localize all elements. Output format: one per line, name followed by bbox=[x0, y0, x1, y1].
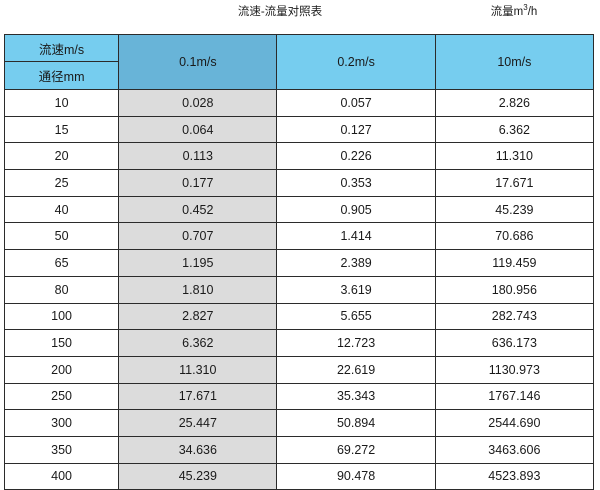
table-row: 10 0.028 0.057 2.826 bbox=[3, 89, 595, 117]
cell-v1: 1.195 bbox=[118, 249, 278, 277]
header-col-0.2ms: 0.2m/s bbox=[276, 34, 436, 90]
table-row: 350 34.636 69.272 3463.606 bbox=[3, 435, 595, 464]
cell-v2: 2.389 bbox=[276, 249, 436, 277]
cell-v2: 3.619 bbox=[276, 275, 436, 304]
cell-dn: 15 bbox=[3, 115, 120, 144]
table-row: 250 17.671 35.343 1767.146 bbox=[3, 382, 595, 411]
table-row: 65 1.195 2.389 119.459 bbox=[3, 249, 595, 277]
table-row: 150 6.362 12.723 636.173 bbox=[3, 329, 595, 357]
unit-title: 流量m3/h bbox=[435, 3, 593, 19]
cell-v2: 0.353 bbox=[276, 169, 436, 197]
cell-dn: 250 bbox=[3, 382, 120, 411]
cell-v1: 11.310 bbox=[118, 355, 278, 384]
cell-dn: 65 bbox=[3, 249, 120, 277]
cell-v3: 1130.973 bbox=[434, 355, 595, 384]
cell-v2: 5.655 bbox=[276, 302, 436, 331]
cell-v1: 6.362 bbox=[118, 329, 278, 357]
cell-dn: 20 bbox=[3, 142, 120, 171]
cell-v1: 45.239 bbox=[118, 462, 278, 490]
cell-v2: 22.619 bbox=[276, 355, 436, 384]
header-velocity-label: 流速m/s bbox=[3, 34, 120, 62]
table-row: 50 0.707 1.414 70.686 bbox=[3, 222, 595, 251]
cell-v1: 0.113 bbox=[118, 142, 278, 171]
cell-dn: 80 bbox=[3, 275, 120, 304]
header-diameter-label: 通径mm bbox=[3, 61, 120, 90]
cell-v3: 17.671 bbox=[434, 169, 595, 197]
cell-v1: 0.177 bbox=[118, 169, 278, 197]
table-row: 25 0.177 0.353 17.671 bbox=[3, 169, 595, 197]
table-row: 20 0.113 0.226 11.310 bbox=[3, 142, 595, 171]
cell-v1: 0.064 bbox=[118, 115, 278, 144]
cell-v3: 636.173 bbox=[434, 329, 595, 357]
cell-v2: 50.894 bbox=[276, 409, 436, 437]
cell-dn: 50 bbox=[3, 222, 120, 251]
page-title: 流速-流量对照表 bbox=[237, 6, 323, 18]
cell-v1: 0.028 bbox=[118, 89, 278, 117]
cell-v2: 0.226 bbox=[276, 142, 436, 171]
cell-v3: 3463.606 bbox=[434, 435, 595, 464]
cell-v3: 45.239 bbox=[434, 195, 595, 224]
table-row: 15 0.064 0.127 6.362 bbox=[3, 115, 595, 144]
header-col-0.1ms: 0.1m/s bbox=[118, 34, 278, 90]
cell-v2: 0.905 bbox=[276, 195, 436, 224]
cell-dn: 10 bbox=[3, 89, 120, 117]
cell-v3: 2.826 bbox=[434, 89, 595, 117]
cell-v1: 34.636 bbox=[118, 435, 278, 464]
cell-v2: 0.127 bbox=[276, 115, 436, 144]
cell-v1: 25.447 bbox=[118, 409, 278, 437]
cell-v3: 180.956 bbox=[434, 275, 595, 304]
cell-v3: 2544.690 bbox=[434, 409, 595, 437]
cell-dn: 100 bbox=[3, 302, 120, 331]
cell-v3: 11.310 bbox=[434, 142, 595, 171]
cell-dn: 40 bbox=[3, 195, 120, 224]
table-row: 300 25.447 50.894 2544.690 bbox=[3, 409, 595, 437]
cell-dn: 150 bbox=[3, 329, 120, 357]
unit-title-prefix: 流量m bbox=[490, 6, 524, 18]
cell-v1: 17.671 bbox=[118, 382, 278, 411]
cell-v2: 0.057 bbox=[276, 89, 436, 117]
cell-v2: 1.414 bbox=[276, 222, 436, 251]
cell-dn: 350 bbox=[3, 435, 120, 464]
cell-v3: 119.459 bbox=[434, 249, 595, 277]
cell-dn: 200 bbox=[3, 355, 120, 384]
table-container: 流速m/s 0.1m/s 0.2m/s 10m/s 通径mm 10 0.028 … bbox=[3, 34, 595, 490]
table-row: 400 45.239 90.478 4523.893 bbox=[3, 462, 595, 490]
table-header-row-bottom: 通径mm bbox=[3, 61, 594, 90]
titles-row: 流速-流量对照表 流量m3/h bbox=[0, 0, 600, 33]
cell-v3: 282.743 bbox=[434, 302, 595, 331]
unit-title-suffix: /h bbox=[527, 6, 538, 18]
cell-dn: 25 bbox=[3, 169, 120, 197]
cell-v1: 0.452 bbox=[118, 195, 278, 224]
cell-v3: 6.362 bbox=[434, 115, 595, 144]
cell-v3: 4523.893 bbox=[434, 462, 595, 490]
cell-v1: 0.707 bbox=[118, 222, 278, 251]
cell-v1: 1.810 bbox=[118, 275, 278, 304]
table-body: 10 0.028 0.057 2.826 15 0.064 0.127 6.36… bbox=[3, 89, 595, 490]
table-row: 200 11.310 22.619 1130.973 bbox=[3, 355, 595, 384]
cell-v3: 1767.146 bbox=[434, 382, 595, 411]
cell-dn: 300 bbox=[3, 409, 120, 437]
header-col-10ms: 10m/s bbox=[434, 34, 595, 90]
table-row: 80 1.810 3.619 180.956 bbox=[3, 275, 595, 304]
table-row: 100 2.827 5.655 282.743 bbox=[3, 302, 595, 331]
cell-v2: 12.723 bbox=[276, 329, 436, 357]
table-row: 40 0.452 0.905 45.239 bbox=[3, 195, 595, 224]
unit-title-superscript: 3 bbox=[523, 3, 528, 13]
cell-v2: 90.478 bbox=[276, 462, 436, 490]
cell-v2: 35.343 bbox=[276, 382, 436, 411]
table-header: 流速m/s 0.1m/s 0.2m/s 10m/s 通径mm bbox=[3, 34, 595, 90]
table-header-row-top: 流速m/s 0.1m/s 0.2m/s 10m/s bbox=[3, 34, 595, 90]
cell-dn: 400 bbox=[3, 462, 120, 490]
flow-rate-table: 流速m/s 0.1m/s 0.2m/s 10m/s 通径mm 10 0.028 … bbox=[3, 34, 595, 490]
cell-v3: 70.686 bbox=[434, 222, 595, 251]
cell-v2: 69.272 bbox=[276, 435, 436, 464]
cell-v1: 2.827 bbox=[118, 302, 278, 331]
